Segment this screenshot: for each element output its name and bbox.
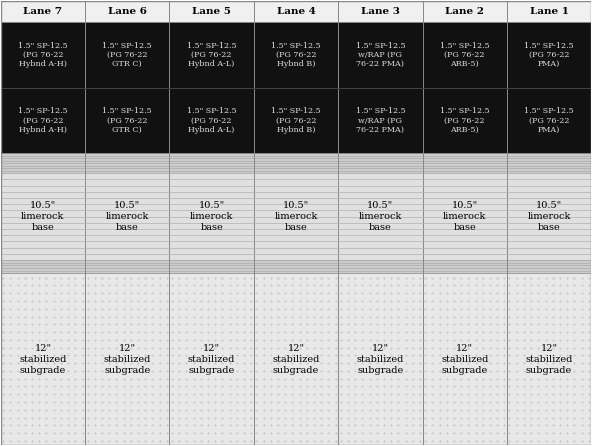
Bar <box>423 173 507 260</box>
Bar <box>85 260 169 273</box>
Text: 1.5" SP-12.5
(PG 76-22
Hybnd A-H): 1.5" SP-12.5 (PG 76-22 Hybnd A-H) <box>18 41 67 68</box>
Bar <box>423 22 507 153</box>
Text: 10.5"
limerock
base: 10.5" limerock base <box>527 201 571 232</box>
Bar <box>338 273 423 445</box>
Text: 1.5" SP-12.5
(PG 76-22
Hybnd A-L): 1.5" SP-12.5 (PG 76-22 Hybnd A-L) <box>187 107 236 134</box>
Bar <box>507 153 591 173</box>
Bar <box>254 153 338 173</box>
Bar <box>507 22 591 153</box>
Text: 10.5"
limerock
base: 10.5" limerock base <box>359 201 402 232</box>
Text: 10.5"
limerock
base: 10.5" limerock base <box>105 201 149 232</box>
Bar <box>507 273 591 445</box>
Bar <box>169 173 254 260</box>
Bar <box>85 1 169 22</box>
Text: 12"
stabilized
subgrade: 12" stabilized subgrade <box>441 344 488 375</box>
Bar <box>338 260 423 273</box>
Text: 1.5" SP-12.5
(PG 76-22
GTR C): 1.5" SP-12.5 (PG 76-22 GTR C) <box>102 107 152 134</box>
Bar <box>1 1 85 22</box>
Text: Lane 4: Lane 4 <box>276 7 316 16</box>
Text: Lane 1: Lane 1 <box>530 7 569 16</box>
Bar <box>423 1 507 22</box>
Text: 12"
stabilized
subgrade: 12" stabilized subgrade <box>19 344 66 375</box>
Bar <box>1 173 85 260</box>
Bar <box>338 173 423 260</box>
Bar <box>507 173 591 260</box>
Bar <box>169 260 254 273</box>
Text: 1.5" SP-12.5
(PG 76-22
PMA): 1.5" SP-12.5 (PG 76-22 PMA) <box>525 107 574 134</box>
Bar <box>1 22 85 153</box>
Text: 1.5" SP-12.5
(PG 76-22
Hybnd B): 1.5" SP-12.5 (PG 76-22 Hybnd B) <box>271 107 321 134</box>
Bar <box>254 22 338 153</box>
Bar <box>169 273 254 445</box>
Text: 10.5"
limerock
base: 10.5" limerock base <box>274 201 318 232</box>
Text: 1.5" SP-12.5
(PG 76-22
Hybnd B): 1.5" SP-12.5 (PG 76-22 Hybnd B) <box>271 41 321 68</box>
Text: 12"
stabilized
subgrade: 12" stabilized subgrade <box>357 344 404 375</box>
Text: Lane 6: Lane 6 <box>108 7 147 16</box>
Bar <box>1 260 85 273</box>
Bar <box>423 260 507 273</box>
Text: Lane 2: Lane 2 <box>445 7 484 16</box>
Text: 12"
stabilized
subgrade: 12" stabilized subgrade <box>188 344 235 375</box>
Bar <box>338 153 423 173</box>
Text: 10.5"
limerock
base: 10.5" limerock base <box>190 201 233 232</box>
Bar <box>507 1 591 22</box>
Bar <box>254 173 338 260</box>
Bar <box>338 22 423 153</box>
Bar <box>423 273 507 445</box>
Bar <box>85 22 169 153</box>
Text: Lane 5: Lane 5 <box>192 7 231 16</box>
Bar <box>254 260 338 273</box>
Bar <box>254 273 338 445</box>
Bar <box>507 260 591 273</box>
Text: 1.5" SP-12.5
(PG 76-22
Hybnd A-L): 1.5" SP-12.5 (PG 76-22 Hybnd A-L) <box>187 41 236 68</box>
Text: 1.5" SP-12.5
(PG 76-22
ARB-5): 1.5" SP-12.5 (PG 76-22 ARB-5) <box>440 107 490 134</box>
Bar <box>169 22 254 153</box>
Text: 12"
stabilized
subgrade: 12" stabilized subgrade <box>272 344 320 375</box>
Bar <box>85 273 169 445</box>
Text: 1.5" SP-12.5
w/RAP (PG
76-22 PMA): 1.5" SP-12.5 w/RAP (PG 76-22 PMA) <box>356 107 405 134</box>
Bar <box>85 173 169 260</box>
Text: 1.5" SP-12.5
w/RAP (PG
76-22 PMA): 1.5" SP-12.5 w/RAP (PG 76-22 PMA) <box>356 41 405 68</box>
Text: 12"
stabilized
subgrade: 12" stabilized subgrade <box>526 344 573 375</box>
Text: 1.5" SP-12.5
(PG 76-22
PMA): 1.5" SP-12.5 (PG 76-22 PMA) <box>525 41 574 68</box>
Bar <box>85 153 169 173</box>
Text: 1.5" SP-12.5
(PG 76-22
Hybnd A-H): 1.5" SP-12.5 (PG 76-22 Hybnd A-H) <box>18 107 67 134</box>
Text: 10.5"
limerock
base: 10.5" limerock base <box>443 201 487 232</box>
Text: 1.5" SP-12.5
(PG 76-22
ARB-5): 1.5" SP-12.5 (PG 76-22 ARB-5) <box>440 41 490 68</box>
Text: 10.5"
limerock
base: 10.5" limerock base <box>21 201 65 232</box>
Bar <box>423 153 507 173</box>
Bar <box>1 273 85 445</box>
Bar <box>254 1 338 22</box>
Bar <box>1 153 85 173</box>
Text: Lane 3: Lane 3 <box>361 7 400 16</box>
Text: 12"
stabilized
subgrade: 12" stabilized subgrade <box>104 344 151 375</box>
Text: 1.5" SP-12.5
(PG 76-22
GTR C): 1.5" SP-12.5 (PG 76-22 GTR C) <box>102 41 152 68</box>
Bar <box>338 1 423 22</box>
Bar <box>169 1 254 22</box>
Bar <box>169 153 254 173</box>
Text: Lane 7: Lane 7 <box>23 7 62 16</box>
